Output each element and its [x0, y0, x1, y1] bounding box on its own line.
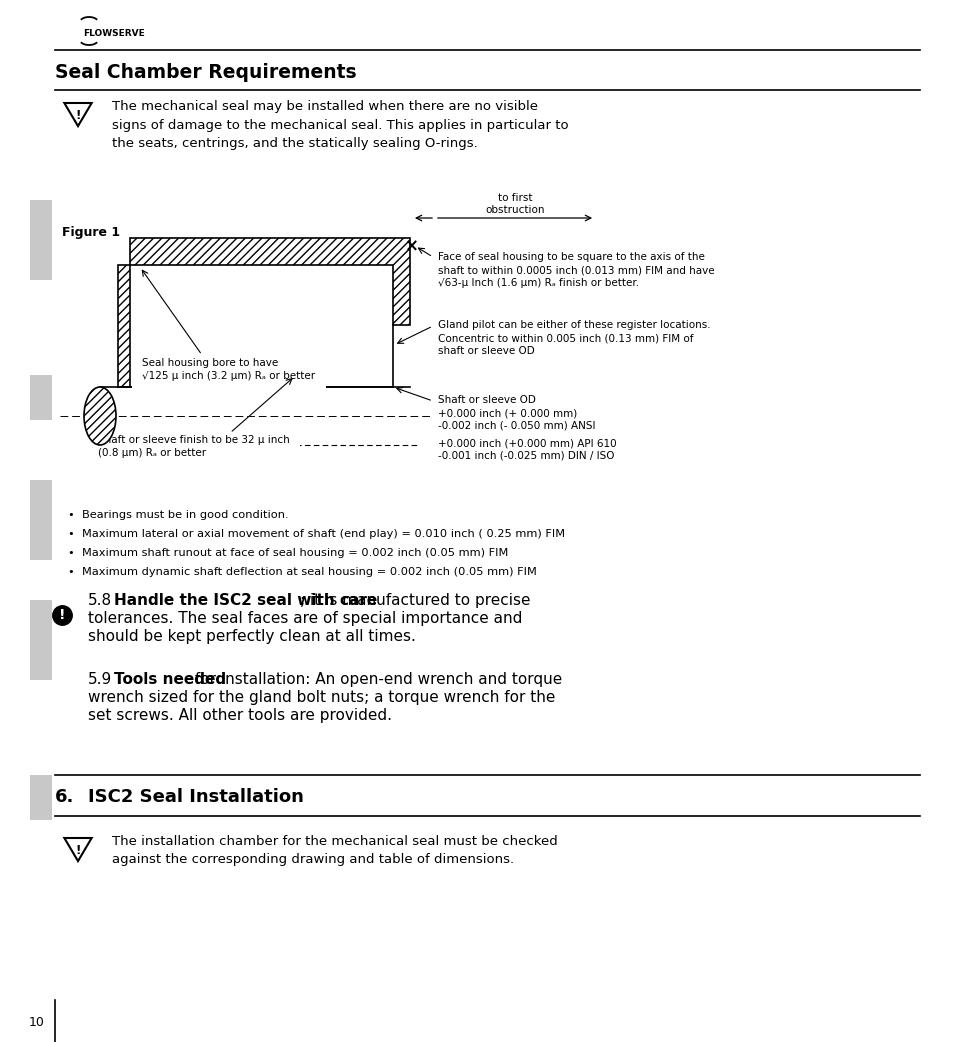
- Text: FLOWSERVE: FLOWSERVE: [83, 28, 145, 38]
- Text: 10: 10: [30, 1016, 45, 1028]
- Text: Seal Chamber Requirements: Seal Chamber Requirements: [55, 63, 356, 81]
- Text: -0.002 inch (- 0.050 mm) ANSI: -0.002 inch (- 0.050 mm) ANSI: [437, 421, 595, 431]
- FancyBboxPatch shape: [30, 775, 52, 820]
- Text: 6.: 6.: [55, 788, 74, 807]
- Text: ×: ×: [405, 237, 418, 255]
- Text: 5.8: 5.8: [88, 593, 112, 607]
- Text: to first
obstruction: to first obstruction: [485, 194, 544, 215]
- Text: •  Maximum dynamic shaft deflection at seal housing = 0.002 inch (0.05 mm) FIM: • Maximum dynamic shaft deflection at se…: [68, 567, 537, 577]
- Text: !: !: [75, 108, 81, 122]
- Text: Face of seal housing to be square to the axis of the
shaft to within 0.0005 inch: Face of seal housing to be square to the…: [437, 252, 714, 289]
- Text: Tools needed: Tools needed: [113, 672, 226, 687]
- Polygon shape: [130, 238, 410, 325]
- FancyBboxPatch shape: [30, 480, 52, 560]
- FancyBboxPatch shape: [30, 375, 52, 420]
- Text: The mechanical seal may be installed when there are no visible
signs of damage t: The mechanical seal may be installed whe…: [112, 100, 568, 150]
- Text: +0.000 inch (+0.000 mm) API 610: +0.000 inch (+0.000 mm) API 610: [437, 438, 616, 448]
- Ellipse shape: [84, 387, 116, 445]
- Text: The installation chamber for the mechanical seal must be checked
against the cor: The installation chamber for the mechani…: [112, 835, 558, 867]
- Text: •  Maximum lateral or axial movement of shaft (end play) = 0.010 inch ( 0.25 mm): • Maximum lateral or axial movement of s…: [68, 529, 564, 539]
- Polygon shape: [118, 265, 130, 387]
- Text: Shaft or sleeve OD: Shaft or sleeve OD: [437, 395, 536, 405]
- Text: Handle the ISC2 seal with care: Handle the ISC2 seal with care: [113, 593, 376, 607]
- Text: •  Maximum shaft runout at face of seal housing = 0.002 inch (0.05 mm) FIM: • Maximum shaft runout at face of seal h…: [68, 548, 508, 559]
- Text: ISC2 Seal Installation: ISC2 Seal Installation: [88, 788, 304, 807]
- Text: +0.000 inch (+ 0.000 mm): +0.000 inch (+ 0.000 mm): [437, 410, 577, 419]
- Text: !: !: [75, 844, 81, 857]
- Text: Figure 1: Figure 1: [62, 226, 120, 239]
- FancyBboxPatch shape: [30, 200, 52, 280]
- Text: Seal housing bore to have
√125 μ inch (3.2 μm) Rₐ or better: Seal housing bore to have √125 μ inch (3…: [142, 358, 314, 381]
- Text: 5.9: 5.9: [88, 672, 112, 687]
- Text: tolerances. The seal faces are of special importance and: tolerances. The seal faces are of specia…: [88, 611, 522, 626]
- Text: •  Bearings must be in good condition.: • Bearings must be in good condition.: [68, 510, 289, 520]
- Text: ; it is manufactured to precise: ; it is manufactured to precise: [299, 593, 530, 607]
- FancyBboxPatch shape: [30, 600, 52, 680]
- Text: wrench sized for the gland bolt nuts; a torque wrench for the: wrench sized for the gland bolt nuts; a …: [88, 690, 555, 705]
- Text: !: !: [59, 607, 65, 622]
- Text: Shaft or sleeve finish to be 32 μ inch
(0.8 μm) Rₐ or better: Shaft or sleeve finish to be 32 μ inch (…: [98, 435, 290, 458]
- Text: should be kept perfectly clean at all times.: should be kept perfectly clean at all ti…: [88, 629, 416, 644]
- Text: -0.001 inch (-0.025 mm) DIN / ISO: -0.001 inch (-0.025 mm) DIN / ISO: [437, 450, 614, 460]
- Text: Gland pilot can be either of these register locations.
Concentric to within 0.00: Gland pilot can be either of these regis…: [437, 320, 710, 356]
- Text: for installation: An open-end wrench and torque: for installation: An open-end wrench and…: [190, 672, 561, 687]
- Text: set screws. All other tools are provided.: set screws. All other tools are provided…: [88, 708, 392, 723]
